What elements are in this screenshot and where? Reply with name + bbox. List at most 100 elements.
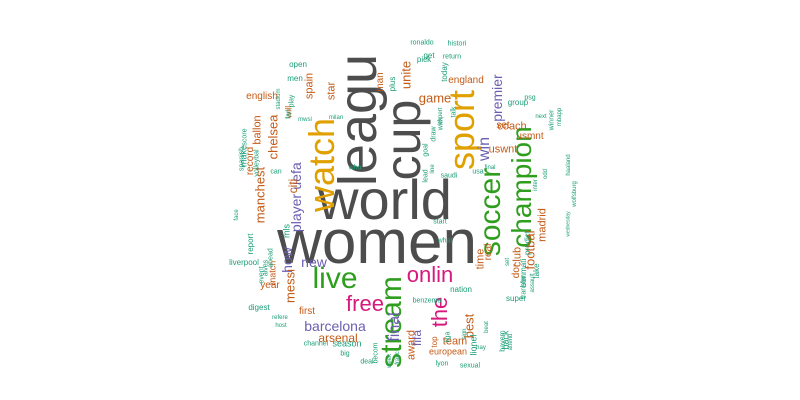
word-ballon: ballon — [251, 115, 264, 145]
word-milan: milan — [328, 115, 344, 121]
word-channel: channel — [303, 340, 329, 348]
word-liverpool: liverpool — [229, 258, 259, 267]
word-get: get — [423, 51, 435, 60]
word-big: big — [340, 350, 350, 358]
word-game: game — [418, 90, 452, 106]
word-open: open — [289, 60, 307, 69]
word-team: team — [442, 335, 468, 348]
word-bayern: bayern — [499, 330, 507, 352]
word-nation: nation — [450, 285, 472, 294]
word-play: play — [288, 94, 296, 108]
word-european: european — [428, 346, 468, 357]
word-mls: mls — [281, 224, 292, 238]
word-spanish: spanish — [238, 146, 246, 172]
word-lyon: lyon — [435, 360, 449, 368]
word-fan: fan — [285, 109, 293, 119]
word-first: first — [298, 306, 316, 317]
word-onlin: onlin — [406, 262, 454, 287]
word-return: return — [442, 53, 462, 61]
word-lead: lead — [422, 169, 430, 183]
word-england: england — [448, 75, 484, 86]
word-refere: refere — [272, 315, 288, 321]
word-uswnt: uswnt — [488, 143, 518, 156]
word-new: new — [301, 254, 327, 270]
word-coach: coach — [497, 120, 527, 133]
word-histori: histori — [447, 40, 467, 48]
word-odd: odd — [543, 168, 549, 180]
word-next: next — [535, 114, 547, 120]
word-premier: premier — [489, 74, 505, 122]
word-face: face — [234, 209, 240, 221]
word-year: year — [260, 280, 280, 291]
word-group: group — [507, 98, 529, 107]
word-becom: becom — [372, 342, 380, 364]
word-ronaldo: ronaldo — [410, 39, 434, 47]
word-citi: citi — [286, 178, 300, 194]
word-arsenal: arsenal — [318, 331, 358, 345]
word-wednesday: wednesday — [565, 211, 572, 237]
word-mwsl: mwsl — [298, 117, 312, 123]
word-plus: plus — [388, 76, 397, 92]
word-line: line — [430, 164, 436, 174]
word-live: live — [312, 262, 358, 295]
word-haaland: haaland — [566, 154, 572, 176]
word-star: star — [325, 81, 338, 101]
word-season: season — [332, 338, 362, 349]
word-sign: sign — [462, 328, 468, 340]
word-who: who — [348, 164, 362, 172]
word-messi: messi — [282, 269, 298, 303]
word-psg: psg — [524, 94, 536, 102]
word-week: week — [387, 353, 393, 369]
word-unite: unite — [398, 60, 414, 90]
word-final: final — [386, 312, 403, 342]
word-top: top — [430, 336, 439, 348]
word-today: today — [440, 62, 449, 82]
word-world: world — [318, 168, 452, 231]
word-with: with — [437, 117, 445, 131]
word-goal: goal — [422, 143, 430, 157]
word-stadium: stadium — [276, 88, 282, 110]
word-inter: inter — [533, 179, 539, 191]
word-cup: cup — [375, 99, 431, 181]
word-free: free — [346, 291, 384, 316]
word-score: score — [241, 128, 249, 146]
word-liga: liga — [444, 331, 452, 343]
word-can: can — [270, 168, 282, 176]
word-pick: pick — [416, 55, 432, 64]
word-sexual: sexual — [459, 362, 481, 370]
word-spain: spain — [303, 72, 316, 100]
word-attend: attend — [508, 333, 514, 351]
word-watch: watch — [301, 117, 342, 213]
word-report: report — [246, 233, 255, 255]
word-madrid: madrid — [536, 208, 549, 242]
word-set: set — [505, 257, 511, 267]
word-saudi: saudi — [440, 172, 458, 180]
word-what: what — [437, 237, 453, 245]
word-franc: franc — [395, 351, 401, 365]
word-event: event — [258, 266, 266, 284]
word-final: final — [484, 165, 496, 171]
word-men: men — [287, 74, 303, 83]
word-chelsea: chelsea — [265, 114, 281, 160]
word-barcelona: barcelona — [304, 318, 366, 334]
word-talk: talk — [450, 106, 458, 118]
word-set: set — [496, 120, 510, 131]
word-english: english — [246, 91, 278, 102]
word-award: award — [405, 330, 418, 360]
word-mbapp: mbapp — [557, 107, 563, 127]
word-super: super — [505, 294, 527, 303]
word-usa: usa — [472, 168, 484, 176]
word-beat: beat — [484, 321, 490, 333]
word-assault: assault — [530, 273, 536, 293]
word-deal: deal — [360, 358, 374, 366]
word-real: real — [483, 243, 494, 261]
word-man: man — [375, 72, 386, 92]
word-volleybal: volleybal — [253, 149, 261, 177]
word-host: host — [275, 323, 287, 329]
word-hay: hay — [476, 345, 486, 351]
word-predict: predict — [523, 230, 532, 256]
word-benzema: benzema — [412, 297, 442, 305]
word-winner: winner — [548, 109, 556, 131]
word-start: start — [433, 218, 447, 226]
